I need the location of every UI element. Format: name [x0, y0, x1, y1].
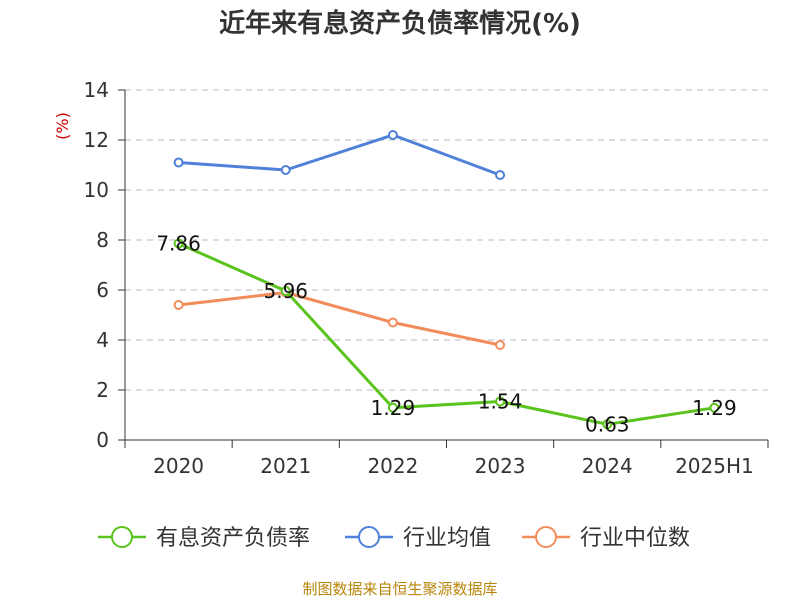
source-note: 制图数据来自恒生聚源数据库	[302, 580, 497, 598]
series-2-point-2023	[495, 340, 506, 350]
series-0-point-2025H1	[709, 402, 720, 413]
data-label-2021: 5.96	[263, 279, 308, 303]
data-label-2025H1: 1.29	[692, 396, 737, 420]
series-1-point-2022	[387, 130, 398, 140]
y-tick-label-2: 2	[96, 378, 109, 402]
y-axis-unit: (%)	[53, 112, 72, 140]
legend-label-1: 行业均值	[403, 526, 491, 551]
y-tick-label-14: 14	[84, 78, 109, 102]
data-label-2022: 1.29	[371, 396, 416, 420]
x-tick-label-2020: 2020	[153, 454, 204, 478]
data-label-2020: 7.86	[156, 232, 201, 256]
series-group	[173, 130, 720, 430]
series-1-point-2021	[280, 165, 291, 175]
data-label-2023: 1.54	[478, 390, 523, 414]
series-0-point-2020	[173, 238, 184, 249]
x-tick-label-2023: 2023	[475, 454, 526, 478]
gridlines	[125, 89, 768, 391]
axes: 0 2 4 6 8 10 12 14 2020 2021 2022 2023 2024 2025H1	[84, 78, 769, 478]
series-1-point-2023	[495, 170, 506, 180]
y-tick-label-4: 4	[96, 328, 109, 352]
series-line-1	[178, 133, 501, 177]
y-tick-label-12: 12	[84, 128, 109, 152]
data-label-2024: 0.63	[585, 412, 630, 436]
y-tick-label-0: 0	[96, 428, 109, 452]
legend: 有息资产负债率 行业均值 行业中位数	[98, 526, 690, 551]
data-labels: 7.86 5.96 1.29 1.54 0.63 1.29	[156, 232, 736, 437]
series-line-2	[178, 291, 501, 347]
y-tick-label-6: 6	[96, 278, 109, 302]
x-tick-label-2025H1: 2025H1	[675, 454, 754, 478]
legend-marker-2	[535, 526, 557, 548]
series-0-point-2024	[602, 419, 613, 430]
series-line-0	[177, 242, 715, 426]
series-0-point-2023	[495, 396, 506, 407]
y-tick-label-10: 10	[84, 178, 109, 202]
x-tick-label-2022: 2022	[367, 454, 418, 478]
series-2-point-2020	[173, 300, 184, 310]
legend-label-0: 有息资产负债率	[156, 526, 310, 551]
chart-title: 近年来有息资产负债率情况(%)	[219, 8, 581, 39]
legend-label-2: 行业中位数	[580, 526, 690, 551]
x-tick-label-2024: 2024	[582, 454, 633, 478]
series-0-point-2021	[280, 286, 291, 296]
legend-marker-0	[111, 526, 133, 548]
series-1-point-2020	[173, 157, 184, 168]
series-2-point-2022	[387, 317, 398, 328]
y-tick-label-8: 8	[96, 228, 109, 252]
series-0-point-2022	[387, 402, 398, 413]
legend-marker-1	[358, 526, 380, 548]
x-tick-label-2021: 2021	[260, 454, 311, 478]
